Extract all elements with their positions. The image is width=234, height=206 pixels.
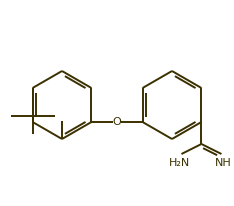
Text: H₂N: H₂N	[169, 158, 190, 168]
Text: NH: NH	[215, 158, 232, 168]
Text: O: O	[113, 117, 121, 127]
